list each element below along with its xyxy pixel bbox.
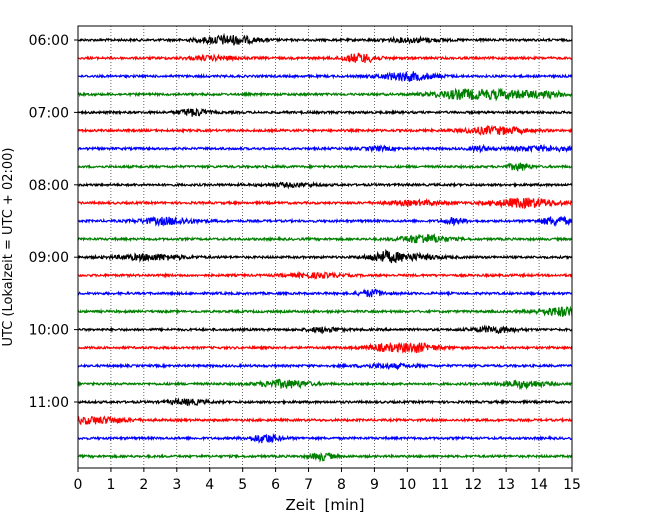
y-tick-label: 10:00 — [29, 323, 69, 339]
seismic-trace — [77, 341, 573, 354]
seismic-trace — [77, 180, 573, 190]
seismic-trace — [77, 432, 573, 444]
seismic-trace — [77, 71, 573, 83]
y-tick-label: 07:00 — [29, 105, 69, 121]
seismic-trace — [77, 451, 573, 463]
x-tick-label: 9 — [370, 477, 379, 493]
seismic-trace — [77, 52, 573, 64]
x-tick-label: 3 — [172, 477, 181, 493]
x-axis-title: Zeit [min] — [285, 496, 364, 514]
x-tick-label: 1 — [106, 477, 115, 493]
x-tick-label: 2 — [139, 477, 148, 493]
seismic-trace — [77, 288, 573, 298]
seismic-trace — [77, 233, 573, 244]
trace-group — [77, 32, 573, 463]
y-tick-label: 06:00 — [29, 33, 69, 49]
seismic-trace — [77, 305, 573, 318]
x-tick-label: 8 — [337, 477, 346, 493]
seismic-trace — [77, 162, 573, 172]
x-tick-label: 12 — [464, 477, 482, 493]
seismic-trace — [77, 396, 573, 407]
x-tick-label: 0 — [74, 477, 83, 493]
x-tick-label: 6 — [271, 477, 280, 493]
x-tick-label: 15 — [563, 477, 581, 493]
seismic-trace — [77, 197, 573, 210]
x-axis: 0 1 2 3 4 5 6 7 8 9 10 11 12 13 14 15 — [74, 468, 581, 493]
x-tick-label: 4 — [205, 477, 214, 493]
seismic-trace — [77, 87, 573, 102]
y-tick-label: 11:00 — [29, 395, 69, 411]
y-axis-title: UTC (Lokalzeit = UTC + 02:00) — [1, 148, 16, 347]
seismic-trace — [77, 270, 573, 280]
x-tick-label: 14 — [530, 477, 548, 493]
seismic-trace — [77, 248, 573, 264]
y-axis: 06:00 07:00 08:00 09:00 10:00 11:00 — [29, 33, 78, 411]
seismic-trace — [77, 143, 573, 154]
x-tick-label: 11 — [431, 477, 449, 493]
seismic-trace — [77, 32, 573, 46]
y-tick-label: 09:00 — [29, 250, 69, 266]
seismic-trace — [77, 324, 573, 335]
seismic-trace — [77, 124, 573, 136]
x-tick-label: 10 — [398, 477, 416, 493]
seismic-trace — [77, 362, 573, 371]
seismic-trace — [77, 107, 573, 117]
plot-frame — [77, 25, 573, 469]
y-tick-label: 08:00 — [29, 178, 69, 194]
x-tick-label: 7 — [304, 477, 313, 493]
seismic-trace — [77, 215, 573, 228]
seismic-trace — [77, 378, 573, 391]
x-tick-label: 13 — [497, 477, 515, 493]
seismic-trace — [77, 415, 573, 426]
x-tick-label: 5 — [238, 477, 247, 493]
